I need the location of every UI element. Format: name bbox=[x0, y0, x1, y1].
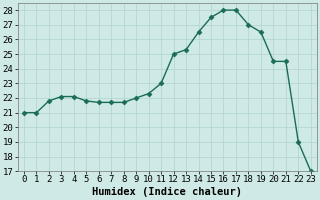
X-axis label: Humidex (Indice chaleur): Humidex (Indice chaleur) bbox=[92, 187, 242, 197]
